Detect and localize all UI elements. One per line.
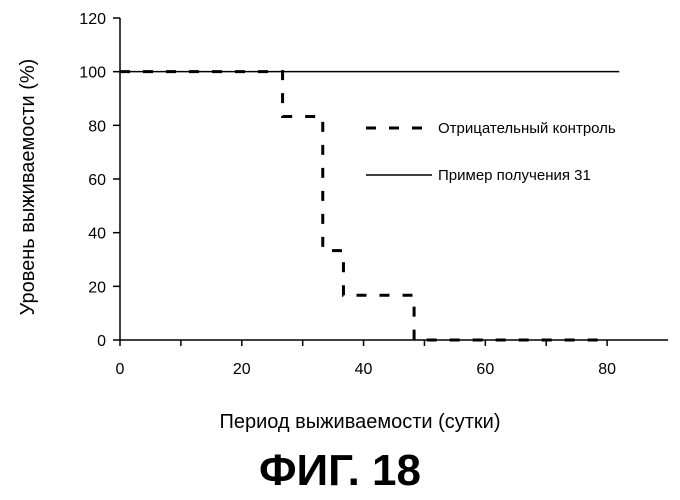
- x-axis-title: Период выживаемости (сутки): [219, 411, 500, 433]
- y-tick-label: 0: [97, 333, 106, 350]
- x-tick-label: 60: [476, 361, 494, 378]
- x-tick-label: 20: [233, 361, 251, 378]
- y-tick-label: 20: [88, 279, 106, 296]
- y-axis-title: Уровень выживаемости (%): [17, 59, 39, 316]
- legend-label-1: Отрицательный контроль: [438, 120, 616, 137]
- series-layer: [120, 72, 619, 340]
- y-tick-label: 40: [88, 226, 106, 243]
- legend-label-2: Пример получения 31: [438, 167, 591, 184]
- x-tick-label: 0: [116, 361, 125, 378]
- legend: Отрицательный контроль Пример получения 3…: [366, 120, 616, 184]
- y-tick-label: 80: [88, 118, 106, 135]
- y-axis-ticks: 0 20 40 60 80 100 120: [79, 11, 120, 350]
- x-tick-label: 80: [598, 361, 616, 378]
- x-tick-label: 40: [355, 361, 373, 378]
- y-tick-label: 120: [79, 11, 106, 28]
- y-tick-label: 60: [88, 172, 106, 189]
- series-line-1: [120, 72, 609, 340]
- figure-caption: ФИГ. 18: [0, 446, 680, 496]
- y-tick-label: 100: [79, 65, 106, 82]
- x-axis-ticks: 0 20 40 60 80: [116, 340, 617, 378]
